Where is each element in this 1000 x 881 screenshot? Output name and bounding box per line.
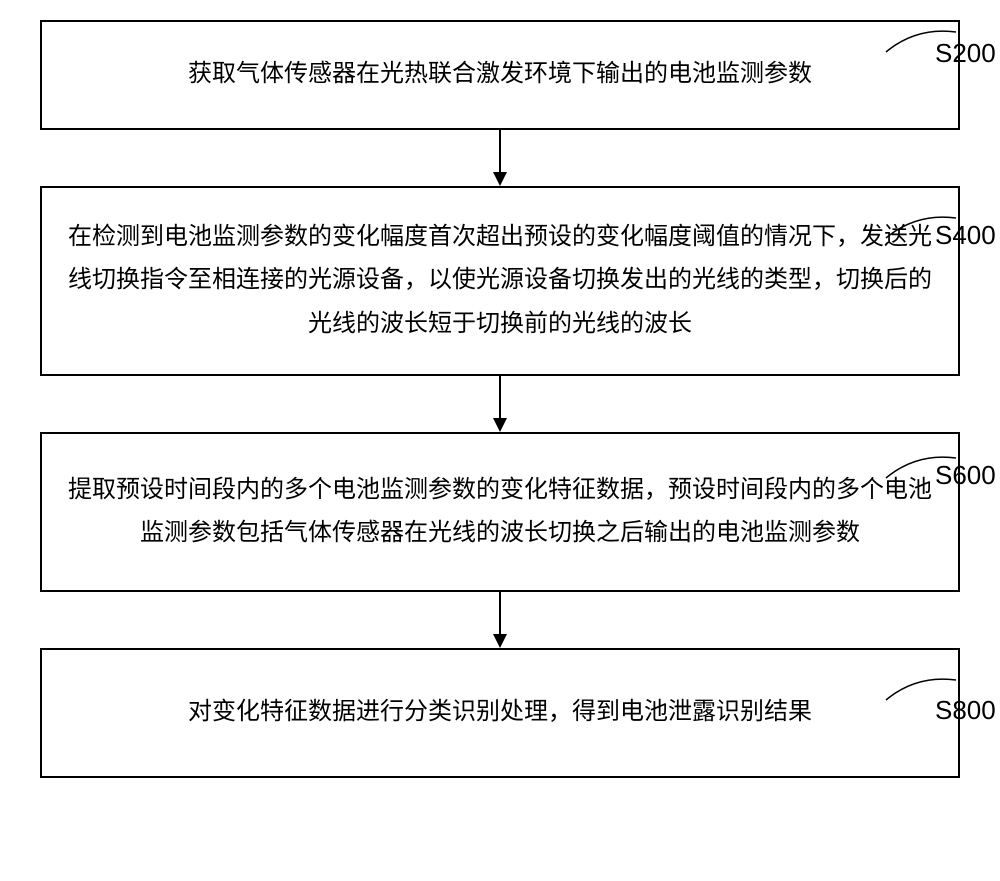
step-label-s600: S600 — [935, 460, 996, 491]
step-text-s800: 对变化特征数据进行分类识别处理，得到电池泄露识别结果 — [188, 691, 812, 734]
arrow-s200-s400 — [40, 130, 960, 186]
arrow-s600-s800 — [40, 592, 960, 648]
step-text-s600: 提取预设时间段内的多个电池监测参数的变化特征数据，预设时间段内的多个电池监测参数… — [66, 469, 934, 555]
arrow-s400-s600 — [40, 376, 960, 432]
step-text-s400: 在检测到电池监测参数的变化幅度首次超出预设的变化幅度阈值的情况下，发送光线切换指… — [66, 216, 934, 346]
step-box-s800: 对变化特征数据进行分类识别处理，得到电池泄露识别结果 — [40, 648, 960, 778]
flowchart-container: 获取气体传感器在光热联合激发环境下输出的电池监测参数 S200 在检测到电池监测… — [40, 20, 960, 778]
step-text-s200: 获取气体传感器在光热联合激发环境下输出的电池监测参数 — [188, 53, 812, 96]
step-box-s400: 在检测到电池监测参数的变化幅度首次超出预设的变化幅度阈值的情况下，发送光线切换指… — [40, 186, 960, 376]
step-box-s200: 获取气体传感器在光热联合激发环境下输出的电池监测参数 — [40, 20, 960, 130]
step-label-s400: S400 — [935, 220, 996, 251]
step-label-s800: S800 — [935, 695, 996, 726]
step-label-s200: S200 — [935, 38, 996, 69]
step-box-s600: 提取预设时间段内的多个电池监测参数的变化特征数据，预设时间段内的多个电池监测参数… — [40, 432, 960, 592]
